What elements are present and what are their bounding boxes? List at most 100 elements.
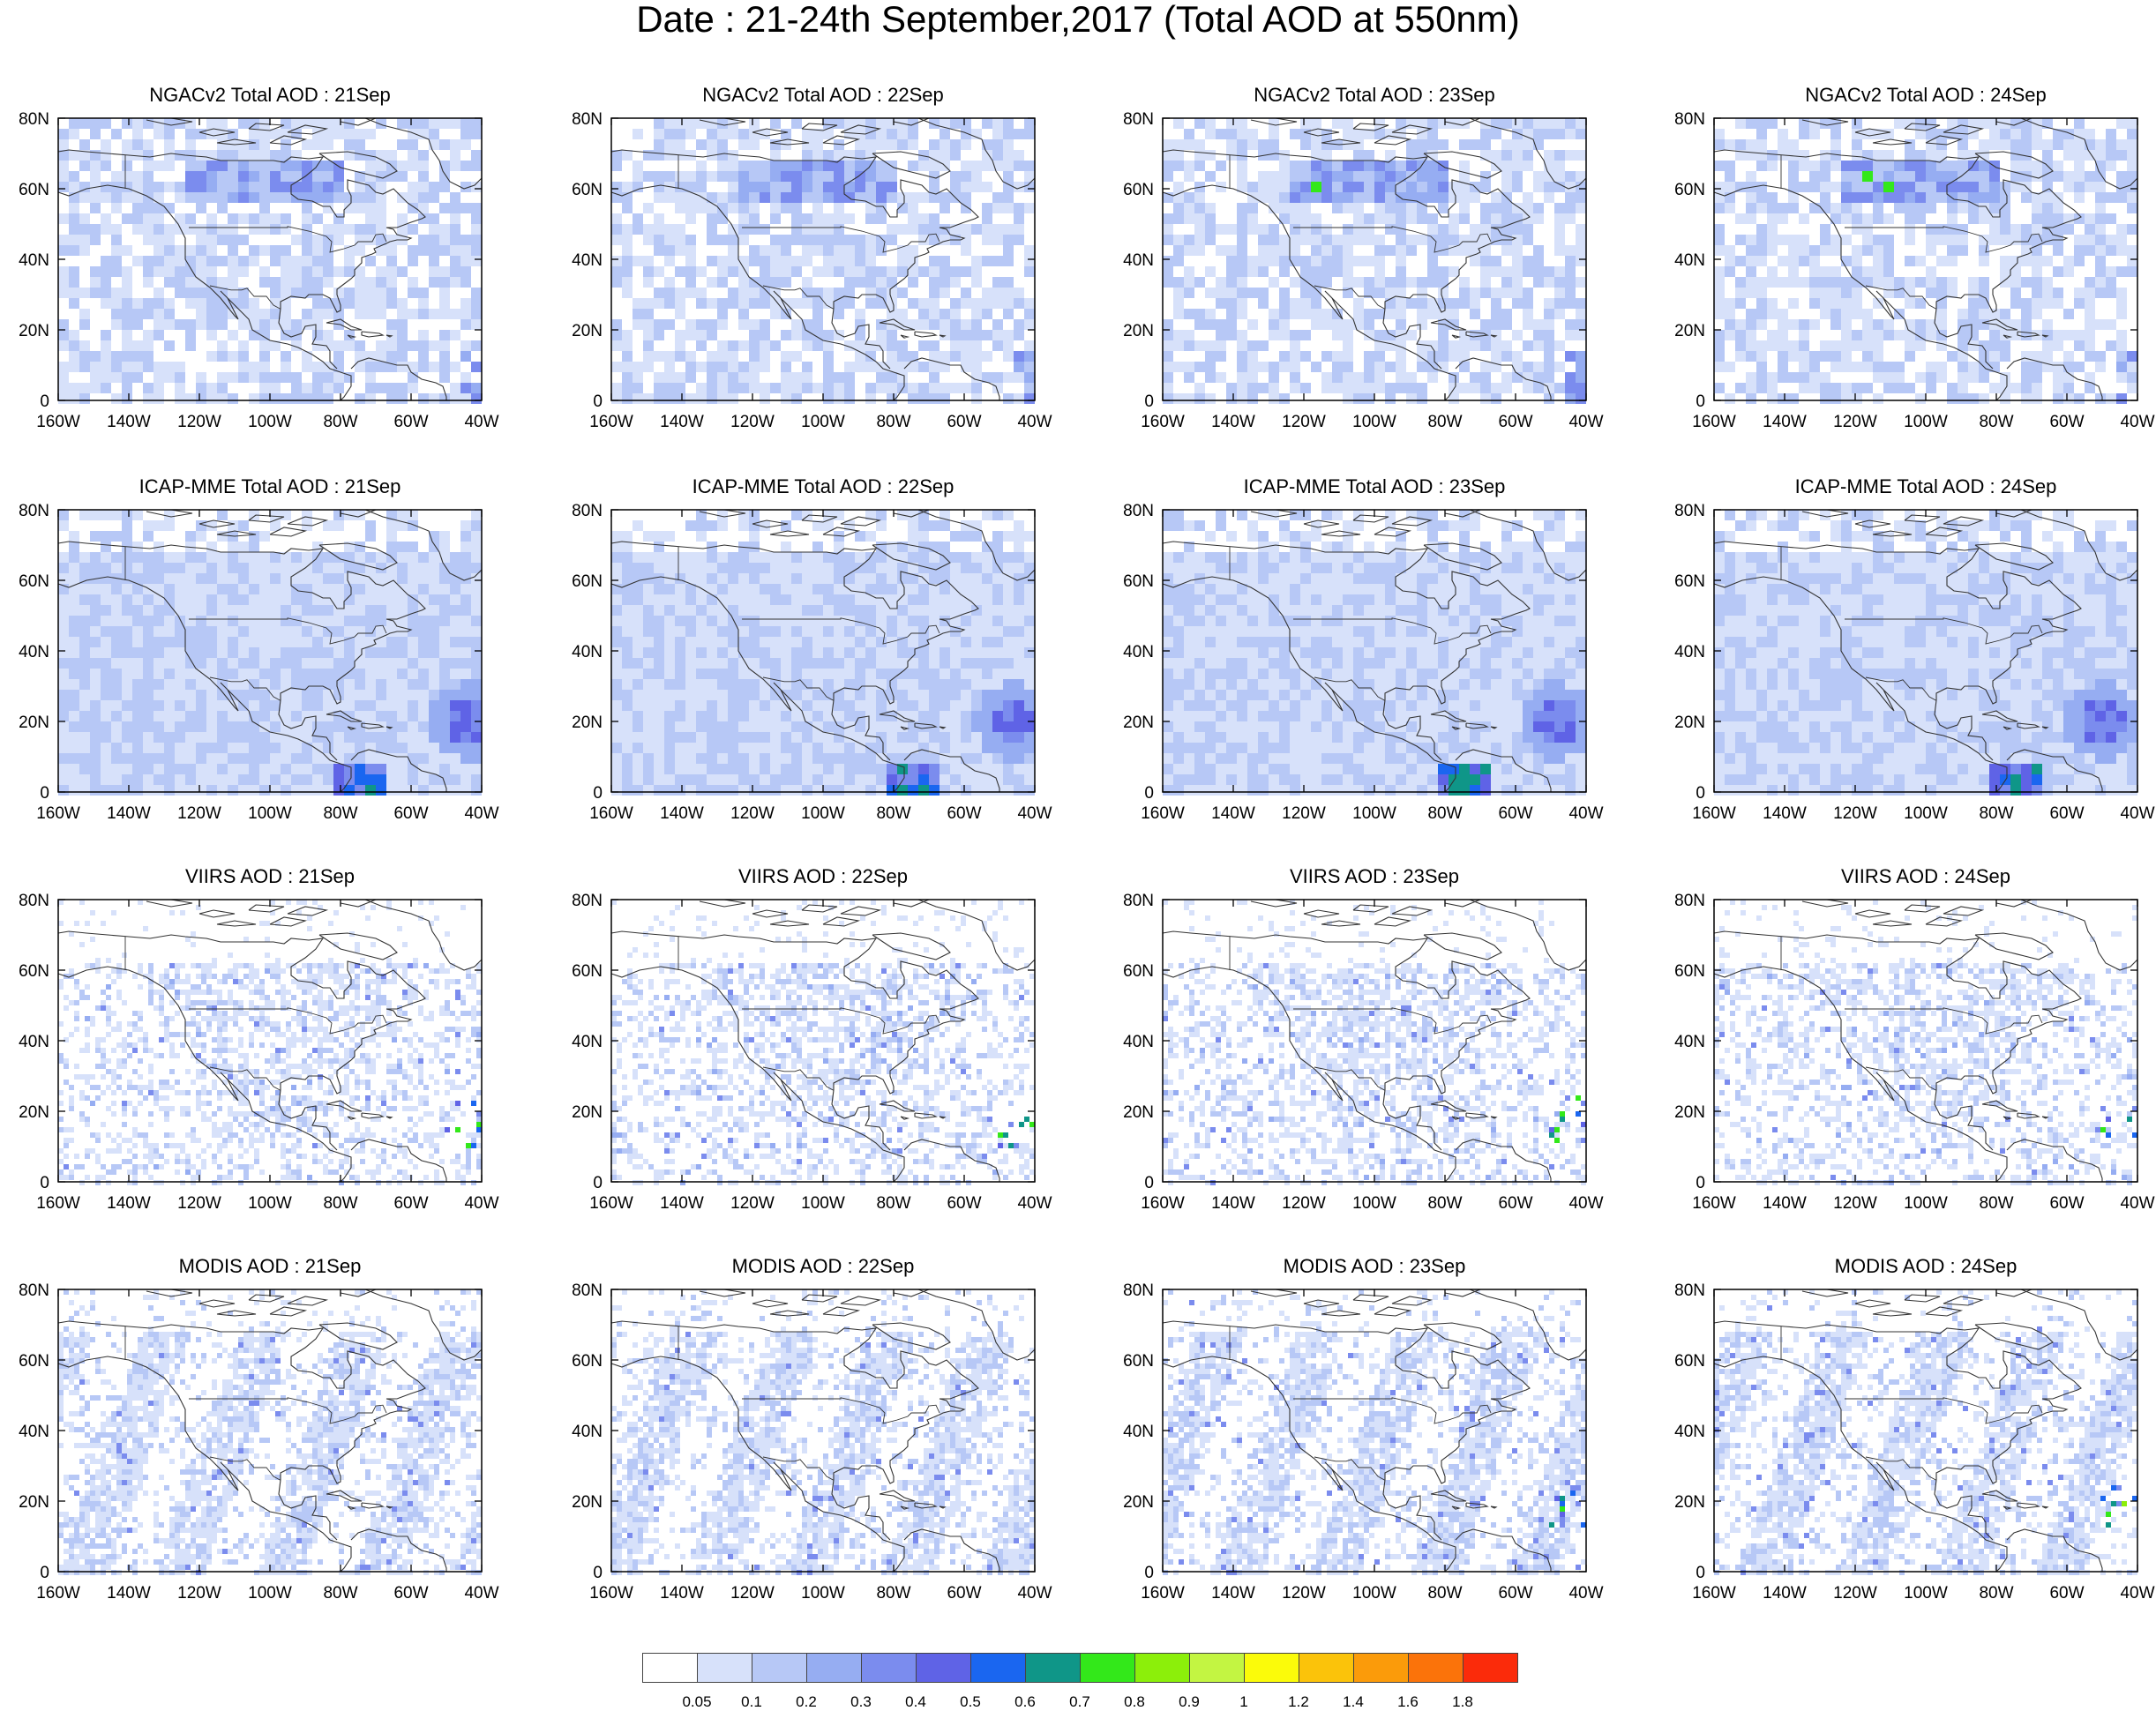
aod-cell — [58, 594, 69, 605]
aod-cell — [876, 330, 887, 340]
aod-cell — [1014, 520, 1024, 531]
aod-cell — [1364, 256, 1374, 266]
aod-cell — [834, 150, 844, 161]
aod-cell — [1852, 362, 1862, 372]
aod-cell — [206, 658, 217, 669]
aod-cell — [259, 383, 270, 393]
aod-cell — [132, 298, 143, 309]
aod-cell — [386, 785, 397, 796]
aod-cell — [143, 690, 153, 700]
aod-cell — [685, 690, 696, 700]
aod-cell — [1406, 277, 1417, 288]
aod-cell — [664, 531, 675, 542]
aod-cell — [1841, 298, 1852, 309]
aod-cell — [1279, 288, 1290, 298]
aod-cell — [291, 256, 302, 266]
aod-cell — [834, 118, 844, 129]
aod-cell — [101, 584, 111, 594]
aod-cell — [1014, 584, 1024, 594]
aod-cell — [961, 669, 971, 679]
aod-cell — [1725, 298, 1735, 309]
aod-cell — [865, 690, 876, 700]
aod-cell — [749, 542, 760, 552]
y-tick-label: 20N — [19, 714, 49, 732]
aod-cell — [323, 266, 333, 277]
aod-cell — [865, 531, 876, 542]
aod-cell — [1480, 288, 1491, 298]
aod-cell — [2032, 362, 2042, 372]
aod-cell — [1820, 182, 1830, 192]
aod-cell — [1746, 245, 1756, 256]
aod-cell — [132, 563, 143, 573]
aod-cell — [1353, 372, 1364, 383]
aod-cell — [376, 288, 386, 298]
aod-cell — [1470, 139, 1480, 150]
aod-cell — [1576, 129, 1586, 139]
aod-cell — [143, 531, 153, 542]
aod-cell — [439, 732, 450, 743]
aod-cell — [749, 594, 760, 605]
aod-cell — [865, 213, 876, 224]
aod-cell — [418, 171, 429, 182]
aod-cell — [633, 372, 643, 383]
aod-cell — [1947, 393, 1958, 404]
aod-cell — [1343, 245, 1353, 256]
aod-cell — [90, 288, 101, 298]
aod-cell — [249, 573, 259, 584]
aod-cell — [760, 319, 770, 330]
aod-cell — [865, 340, 876, 351]
aod-cell — [185, 605, 196, 616]
aod-cell — [1279, 330, 1290, 340]
aod-cell — [876, 203, 887, 213]
aod-cell — [418, 679, 429, 690]
aod-cell — [834, 372, 844, 383]
aod-cell — [206, 192, 217, 203]
aod-cell — [259, 277, 270, 288]
aod-cell — [728, 340, 738, 351]
aod-cell — [217, 711, 228, 721]
aod-cell — [439, 298, 450, 309]
aod-cell — [228, 711, 238, 721]
aod-cell — [929, 542, 940, 552]
aod-cell — [439, 182, 450, 192]
aod-cell — [918, 298, 929, 309]
aod-cell — [622, 542, 633, 552]
aod-cell — [950, 531, 961, 542]
aod-cell — [2063, 393, 2074, 404]
x-tick-label: 80W — [323, 804, 357, 823]
aod-cell — [2127, 383, 2137, 393]
aod-cell — [69, 235, 79, 245]
aod-cell — [302, 245, 312, 256]
aod-cell — [940, 679, 950, 690]
aod-cell — [164, 616, 175, 626]
aod-cell — [1936, 224, 1947, 235]
aod-cell — [460, 266, 471, 277]
aod-cell — [270, 563, 281, 573]
aod-cell — [982, 679, 992, 690]
aod-cell — [1184, 139, 1194, 150]
aod-cell — [675, 139, 685, 150]
aod-cell — [355, 552, 365, 563]
aod-cell — [196, 245, 206, 256]
aod-cell — [312, 690, 323, 700]
aod-cell — [812, 383, 823, 393]
aod-cell — [238, 213, 249, 224]
aod-cell — [175, 552, 185, 563]
aod-cell — [376, 309, 386, 319]
aod-cell — [1290, 182, 1300, 192]
aod-cell — [760, 171, 770, 182]
aod-cell — [918, 362, 929, 372]
aod-cell — [249, 626, 259, 637]
aod-cell — [143, 573, 153, 584]
aod-cell — [333, 743, 344, 753]
aod-cell — [1427, 277, 1438, 288]
aod-cell — [58, 372, 69, 383]
aod-cell — [418, 362, 429, 372]
aod-cell — [429, 774, 439, 785]
aod-cell — [386, 542, 397, 552]
aod-cell — [323, 785, 333, 796]
aod-cell — [982, 330, 992, 340]
aod-cell — [122, 277, 132, 288]
aod-cell — [643, 362, 654, 372]
aod-cell — [1173, 362, 1184, 372]
